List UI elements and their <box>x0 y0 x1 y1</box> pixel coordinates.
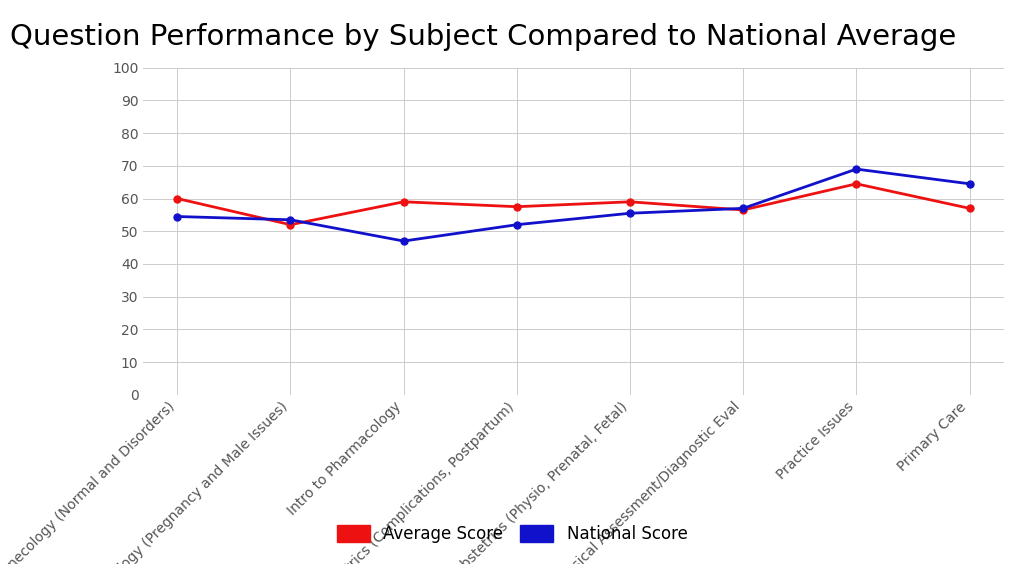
Text: Question Performance by Subject Compared to National Average: Question Performance by Subject Compared… <box>10 23 956 51</box>
Legend: Average Score, National Score: Average Score, National Score <box>330 518 694 550</box>
